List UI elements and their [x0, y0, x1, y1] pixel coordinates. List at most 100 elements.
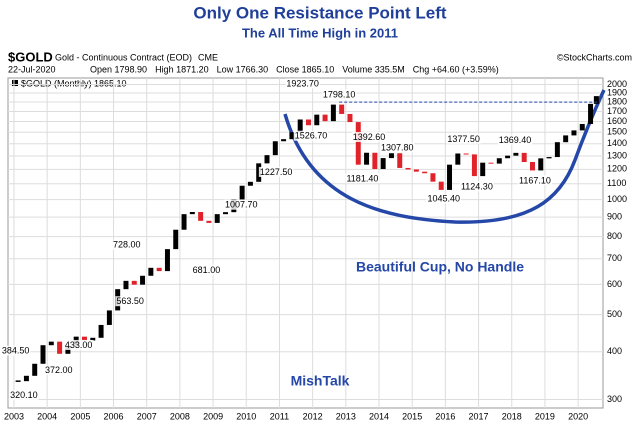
x-tick-label: 2010	[236, 411, 256, 421]
y-tick-label: 1800	[607, 96, 627, 106]
candle	[471, 154, 477, 177]
candle	[164, 249, 170, 272]
candle	[372, 152, 378, 170]
legend-swatch	[12, 80, 18, 86]
candle	[156, 267, 162, 272]
candle	[571, 130, 577, 136]
candle	[593, 96, 599, 104]
candle	[23, 375, 29, 382]
cup-note: Beautiful Cup, No Handle	[356, 259, 524, 275]
annotation-bg	[497, 134, 533, 145]
x-tick-label: 2016	[435, 411, 455, 421]
x-tick-label: 2019	[535, 411, 555, 421]
annotation-label: 1181.40	[346, 173, 378, 183]
annotation-label: 320.10	[10, 390, 38, 400]
annotation-bg	[44, 365, 74, 376]
x-tick-label: 2012	[303, 411, 323, 421]
annotation-label: 728.00	[113, 240, 141, 250]
candle	[297, 119, 303, 133]
candle	[563, 135, 569, 143]
candle	[388, 153, 394, 159]
candle	[588, 103, 594, 124]
x-tick-label: 2007	[137, 411, 157, 421]
annotation-bg	[258, 166, 294, 177]
annotation-label: 384.50	[2, 346, 30, 356]
annotation-bg	[379, 142, 415, 153]
y-tick-label: 1900	[607, 87, 627, 97]
x-tick-label: 2009	[203, 411, 223, 421]
x-tick-label: 2015	[402, 411, 422, 421]
annotation-label: 1045.40	[427, 194, 460, 204]
annotation-bg	[112, 239, 142, 250]
date: 22-Jul-2020	[8, 64, 56, 74]
candle	[305, 119, 311, 126]
annotation-bg	[446, 133, 481, 144]
annotation-bg	[459, 181, 494, 192]
annotation-bg	[426, 193, 461, 204]
candle	[529, 162, 535, 171]
annotation-label: 1227.50	[260, 167, 293, 177]
candle	[480, 162, 486, 177]
x-tick-label: 2005	[70, 411, 90, 421]
candle	[181, 214, 187, 230]
annotation-label: 1798.10	[323, 90, 356, 100]
annotation-label: 681.00	[193, 265, 221, 275]
candle	[281, 139, 287, 142]
y-tick-label: 900	[607, 211, 622, 221]
quote-field: Low 1766.30	[217, 64, 269, 74]
quote-field: Close 1865.10	[276, 64, 334, 74]
chart-title: Only One Resistance Point Left	[193, 3, 447, 22]
candle	[148, 267, 154, 276]
annotation-bg	[191, 264, 222, 275]
watermark: MishTalk	[291, 373, 350, 389]
candle	[239, 185, 245, 200]
candle	[339, 104, 345, 114]
annotation-label: 1392.60	[353, 132, 386, 142]
annotation-bg	[0, 345, 31, 356]
candle	[32, 363, 38, 376]
annotation-label: 1007.70	[225, 200, 258, 210]
source: ©StockCharts.com	[557, 52, 632, 62]
candle	[330, 104, 336, 122]
y-tick-label: 300	[607, 394, 622, 404]
annotation-label: 433.00	[65, 340, 93, 350]
candle	[505, 155, 511, 159]
candle	[413, 169, 419, 172]
candle	[214, 214, 220, 223]
y-tick-label: 1700	[607, 106, 627, 116]
candle	[397, 153, 403, 168]
candle	[173, 229, 179, 250]
candle	[554, 142, 560, 158]
candle	[223, 212, 229, 215]
candle	[579, 123, 585, 131]
candle	[198, 211, 204, 221]
annotation-label: 1526.70	[295, 131, 328, 141]
y-tick-label: 800	[607, 231, 622, 241]
candle	[189, 211, 195, 215]
candle	[98, 324, 104, 338]
candle	[264, 155, 270, 164]
y-tick-label: 500	[607, 309, 622, 319]
annotation-label: 372.00	[45, 365, 73, 375]
candle	[380, 158, 386, 170]
x-tick-label: 2014	[369, 411, 389, 421]
annotation-bg	[115, 296, 145, 307]
chart-subtitle: The All Time High in 2011	[242, 25, 398, 40]
candle	[521, 152, 527, 163]
symbol: $GOLD	[8, 49, 53, 64]
candle	[289, 132, 295, 140]
exchange: CME	[198, 52, 218, 62]
y-tick-label: 400	[607, 346, 622, 356]
annotation-label: 1307.80	[381, 142, 414, 152]
candle	[90, 337, 96, 341]
annotation-label: 1923.70	[286, 78, 319, 88]
y-tick-label: 1500	[607, 127, 627, 137]
annotation-bg	[63, 339, 94, 350]
annotation-label: 563.50	[116, 296, 144, 306]
candle	[40, 345, 46, 364]
y-tick-label: 1400	[607, 138, 627, 148]
candle	[140, 275, 146, 285]
candle	[447, 164, 453, 190]
